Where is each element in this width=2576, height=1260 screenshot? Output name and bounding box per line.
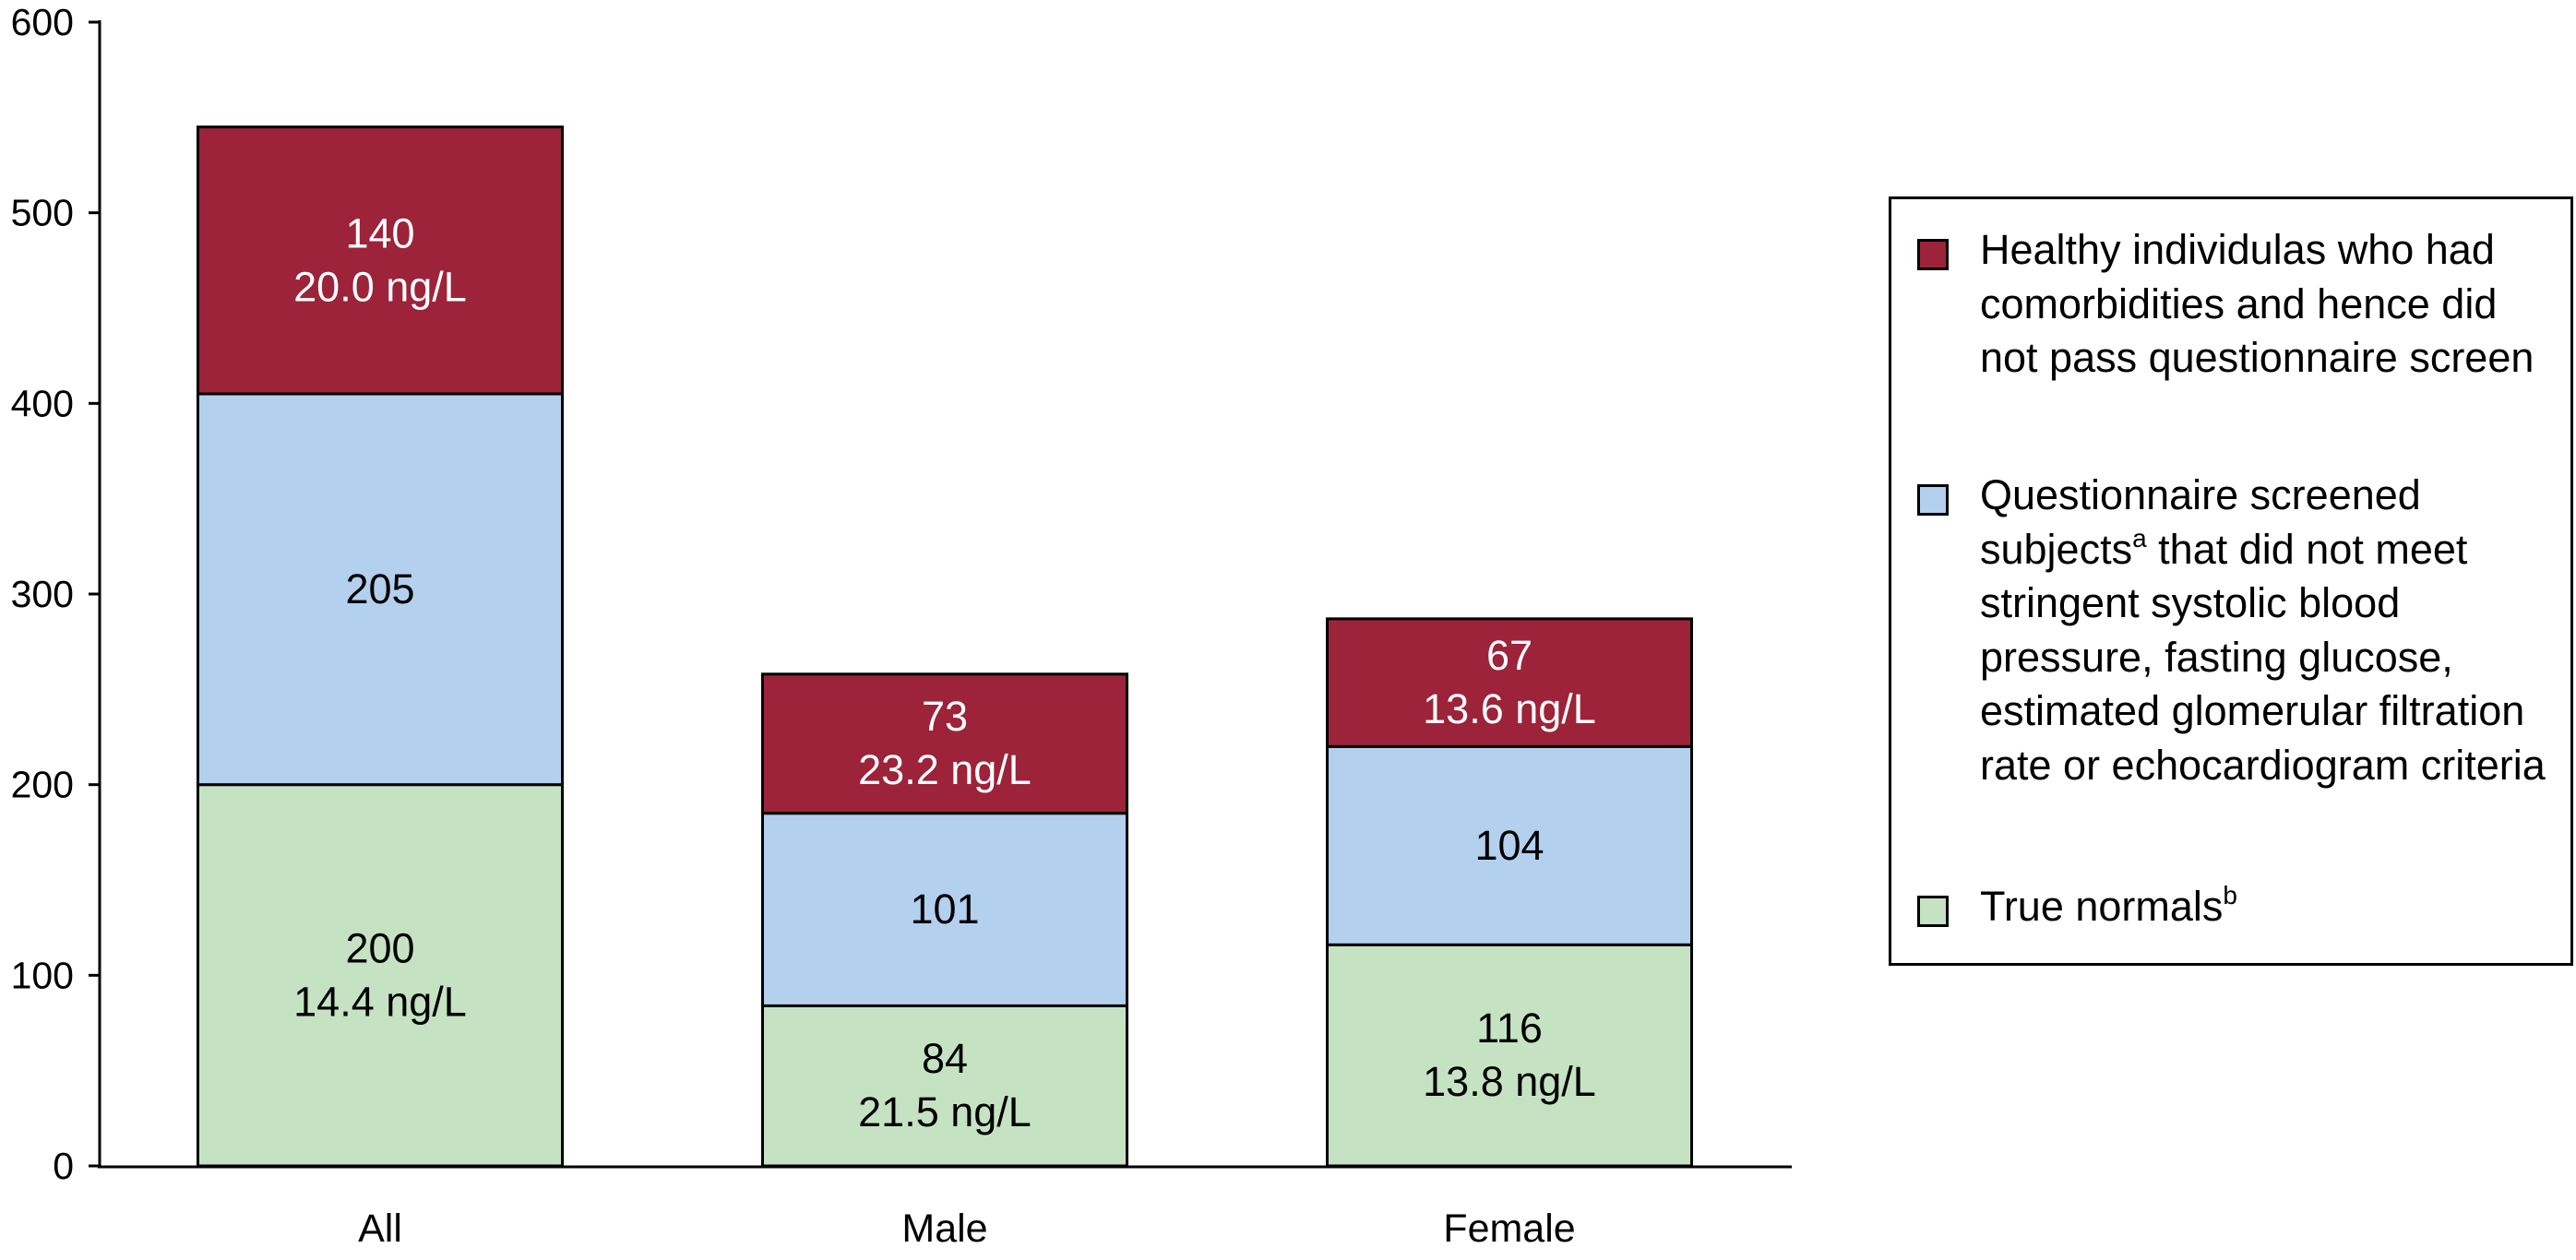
bars: 200 14.4 ng/L 205 140 20.0 ng/L 84 21.5 ng/L 10… [197, 125, 1693, 1168]
legend-label-comorbidities: Healthy individulas who had comorbiditie… [1980, 226, 2534, 381]
data-label-male-series-2: 73 [922, 693, 968, 740]
x-tick-label-all: All [358, 1207, 402, 1251]
bar-female-series-2 [1326, 617, 1693, 748]
bar-all-series-0 [197, 783, 564, 1168]
bar-all-series-1 [197, 392, 564, 787]
y-ticks: 0 100 200 300 400 500 600 [11, 1, 100, 1187]
x-tick-label-female: Female [1443, 1207, 1575, 1251]
legend-item-true-normals: True normalsb [1917, 880, 2554, 945]
y-tick-label-300: 300 [11, 573, 74, 615]
bar-male-series-0 [761, 1004, 1128, 1168]
y-tick-label-200: 200 [11, 764, 74, 806]
data-label-male-series-0: 84 [922, 1035, 968, 1082]
legend-label-questionnaire-screened: Questionnaire screened subjectsa that di… [1980, 469, 2554, 792]
data-sublabel-male-series-0: 21.5 ng/L [858, 1088, 1032, 1135]
y-tick-label-400: 400 [11, 382, 74, 424]
data-sublabel-female-series-2: 13.6 ng/L [1423, 685, 1596, 732]
bar-female-series-0 [1326, 943, 1693, 1168]
data-sublabel-male-series-2: 23.2 ng/L [858, 746, 1032, 793]
legend-swatch-comorbidities [1917, 239, 1949, 270]
legend-label-true-normals: True normalsb [1980, 880, 2554, 934]
data-label-female-series-2: 67 [1486, 632, 1532, 679]
y-tick-label-0: 0 [53, 1145, 74, 1187]
legend-label-questionnaire-part-1: Questionnaire screened subjects [1980, 471, 2421, 573]
x-tick-labels: All Male Female [358, 1207, 1576, 1251]
legend-swatch-true-normals [1917, 896, 1949, 927]
data-label-male-series-1: 101 [910, 886, 979, 933]
bar-male-series-2 [761, 672, 1128, 815]
data-sublabel-all-series-0: 14.4 ng/L [293, 978, 467, 1025]
data-sublabel-female-series-0: 13.8 ng/L [1423, 1058, 1596, 1105]
legend-item-questionnaire-screened: Questionnaire screened subjectsa that di… [1917, 469, 2554, 856]
data-label-female-series-0: 116 [1476, 1004, 1543, 1052]
data-label-female-series-1: 104 [1474, 822, 1544, 869]
x-tick-label-male: Male [901, 1207, 987, 1251]
bar-male-series-1 [761, 812, 1128, 1007]
legend-label-questionnaire-part-2: that did not meet stringent systolic blo… [1980, 525, 2546, 789]
legend-item-comorbidities: Healthy individulas who had comorbiditie… [1917, 223, 2554, 445]
legend: Healthy individulas who had comorbiditie… [1889, 196, 2573, 966]
legend-label-true-normals-text: True normals [1980, 883, 2224, 930]
y-tick-label-100: 100 [11, 954, 74, 996]
data-label-all-series-2: 140 [345, 209, 414, 256]
bar-female-series-1 [1326, 744, 1693, 946]
legend-swatch-questionnaire-screened [1917, 484, 1949, 516]
y-tick-label-500: 500 [11, 192, 74, 234]
bar-all-series-2 [197, 125, 564, 396]
y-tick-label-600: 600 [11, 1, 74, 43]
data-label-all-series-1: 205 [345, 565, 414, 612]
data-label-all-series-0: 200 [345, 924, 414, 971]
data-sublabel-all-series-2: 20.0 ng/L [293, 263, 467, 310]
legend-superscript-b: b [2223, 881, 2237, 909]
legend-superscript-a: a [2132, 523, 2147, 553]
